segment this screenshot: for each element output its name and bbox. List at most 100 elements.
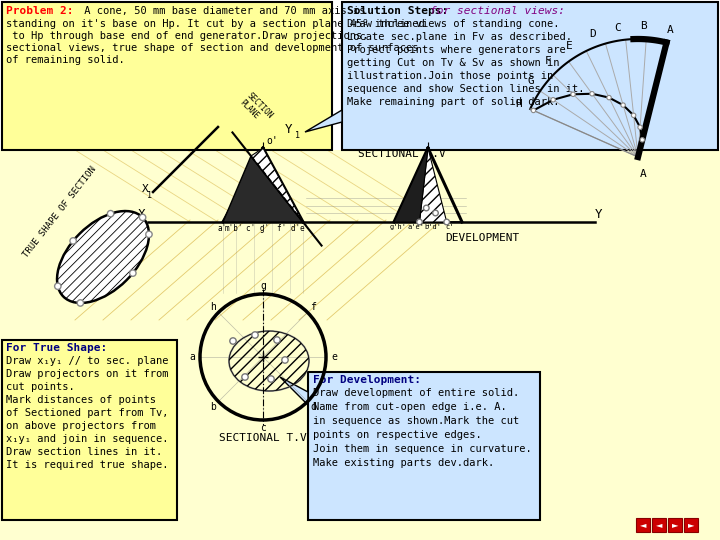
Text: ◄: ◄: [640, 521, 647, 530]
Circle shape: [252, 332, 258, 338]
Bar: [0, 150, 720, 540]
Circle shape: [590, 92, 594, 96]
Text: g: g: [260, 281, 266, 291]
Text: Join them in sequence in curvature.: Join them in sequence in curvature.: [313, 444, 532, 454]
Text: TRUE SHAPE OF SECTION: TRUE SHAPE OF SECTION: [22, 165, 99, 259]
Text: standing on it's base on Hp. It cut by a section plane 45º inclined: standing on it's base on Hp. It cut by a…: [6, 19, 425, 29]
Bar: [668, 518, 682, 532]
Text: Solution Steps:: Solution Steps:: [347, 6, 449, 16]
Ellipse shape: [57, 211, 149, 303]
Bar: [652, 518, 666, 532]
Text: m'b': m'b': [225, 224, 243, 233]
Text: d: d: [310, 402, 316, 412]
Circle shape: [282, 357, 288, 363]
Text: f: f: [310, 302, 316, 312]
Text: Locate sec.plane in Fv as described.: Locate sec.plane in Fv as described.: [347, 32, 572, 42]
Text: e': e': [300, 224, 309, 233]
Polygon shape: [420, 148, 446, 222]
Circle shape: [607, 96, 611, 100]
Circle shape: [551, 98, 555, 102]
Circle shape: [230, 338, 236, 344]
Circle shape: [531, 108, 536, 113]
Text: B: B: [641, 21, 647, 31]
Text: X: X: [143, 184, 149, 194]
Text: Mark distances of points: Mark distances of points: [6, 395, 156, 405]
Circle shape: [140, 214, 145, 221]
Circle shape: [571, 92, 575, 97]
Circle shape: [640, 138, 644, 142]
Text: A cone, 50 mm base diameter and 70 mm axis is: A cone, 50 mm base diameter and 70 mm ax…: [78, 6, 366, 16]
Bar: [2, 340, 177, 520]
Text: SECTION
PLANE: SECTION PLANE: [238, 91, 274, 127]
Circle shape: [444, 219, 449, 225]
Text: Draw development of entire solid.: Draw development of entire solid.: [313, 388, 519, 398]
Text: Name from cut-open edge i.e. A.: Name from cut-open edge i.e. A.: [313, 402, 507, 412]
Text: getting Cut on Tv & Sv as shown in: getting Cut on Tv & Sv as shown in: [347, 58, 559, 68]
Text: to Hp through base end of end generator.Draw projections,: to Hp through base end of end generator.…: [6, 31, 369, 41]
Circle shape: [621, 103, 625, 107]
Circle shape: [433, 210, 438, 216]
Text: It is required true shape.: It is required true shape.: [6, 460, 168, 470]
Text: ►: ►: [672, 521, 678, 530]
Bar: [684, 518, 698, 532]
Text: F: F: [545, 56, 552, 66]
Text: b: b: [210, 402, 216, 412]
Text: Y: Y: [285, 123, 292, 136]
Circle shape: [638, 125, 642, 130]
Text: in sequence as shown.Mark the cut: in sequence as shown.Mark the cut: [313, 416, 519, 426]
Text: of Sectioned part from Tv,: of Sectioned part from Tv,: [6, 408, 168, 418]
Text: E: E: [566, 40, 572, 51]
Circle shape: [417, 219, 423, 225]
Text: For True Shape:: For True Shape:: [6, 343, 107, 353]
Text: ►: ►: [688, 521, 694, 530]
Text: Make existing parts dev.dark.: Make existing parts dev.dark.: [313, 458, 494, 468]
Text: ◄: ◄: [656, 521, 662, 530]
Text: sequence and show Section lines in it.: sequence and show Section lines in it.: [347, 84, 585, 94]
Text: 1: 1: [147, 191, 152, 199]
Text: a: a: [189, 352, 195, 362]
Text: points on respective edges.: points on respective edges.: [313, 430, 482, 440]
Polygon shape: [251, 148, 303, 222]
Text: Draw projectors on it from: Draw projectors on it from: [6, 369, 168, 379]
Text: a': a': [217, 224, 227, 233]
Circle shape: [268, 376, 274, 382]
Text: sectional views, true shape of section and development of surfaces: sectional views, true shape of section a…: [6, 43, 418, 53]
Circle shape: [631, 113, 636, 118]
Polygon shape: [223, 156, 303, 222]
Text: H: H: [515, 99, 522, 109]
Polygon shape: [394, 148, 428, 222]
Text: D: D: [589, 29, 596, 39]
Text: Problem 2:: Problem 2:: [6, 6, 73, 16]
Polygon shape: [280, 377, 308, 405]
Text: f' d': f' d': [277, 224, 300, 233]
Text: Project points where generators are: Project points where generators are: [347, 45, 566, 55]
Circle shape: [77, 300, 84, 306]
Text: SECTIONAL S.V: SECTIONAL S.V: [358, 149, 446, 159]
Text: Make remaining part of solid dark.: Make remaining part of solid dark.: [347, 97, 559, 107]
Circle shape: [145, 231, 152, 238]
Text: g'h': g'h': [390, 224, 407, 230]
Text: o': o': [266, 136, 278, 146]
Circle shape: [70, 238, 76, 244]
Text: Draw x₁y₁ // to sec. plane: Draw x₁y₁ // to sec. plane: [6, 356, 168, 366]
Text: h: h: [210, 302, 216, 312]
Text: 1: 1: [295, 131, 300, 140]
Circle shape: [55, 283, 61, 289]
Text: SECTIONAL T.V: SECTIONAL T.V: [219, 433, 307, 443]
Text: X: X: [138, 208, 145, 221]
Text: cut points.: cut points.: [6, 382, 75, 392]
Text: A: A: [639, 169, 647, 179]
Bar: [308, 372, 540, 520]
Text: c' g': c' g': [246, 224, 269, 233]
Text: c: c: [260, 423, 266, 433]
Circle shape: [107, 211, 114, 217]
Text: b'd': b'd': [425, 224, 441, 230]
Text: c': c': [446, 224, 454, 230]
Text: Draw three views of standing cone.: Draw three views of standing cone.: [347, 19, 559, 29]
Text: illustration.Join those points in: illustration.Join those points in: [347, 71, 553, 81]
Text: on above projectors from: on above projectors from: [6, 421, 156, 431]
Text: C: C: [614, 23, 621, 32]
Text: x₁y₁ and join in sequence.: x₁y₁ and join in sequence.: [6, 434, 168, 444]
Text: e: e: [331, 352, 337, 362]
Text: Y: Y: [595, 208, 603, 221]
